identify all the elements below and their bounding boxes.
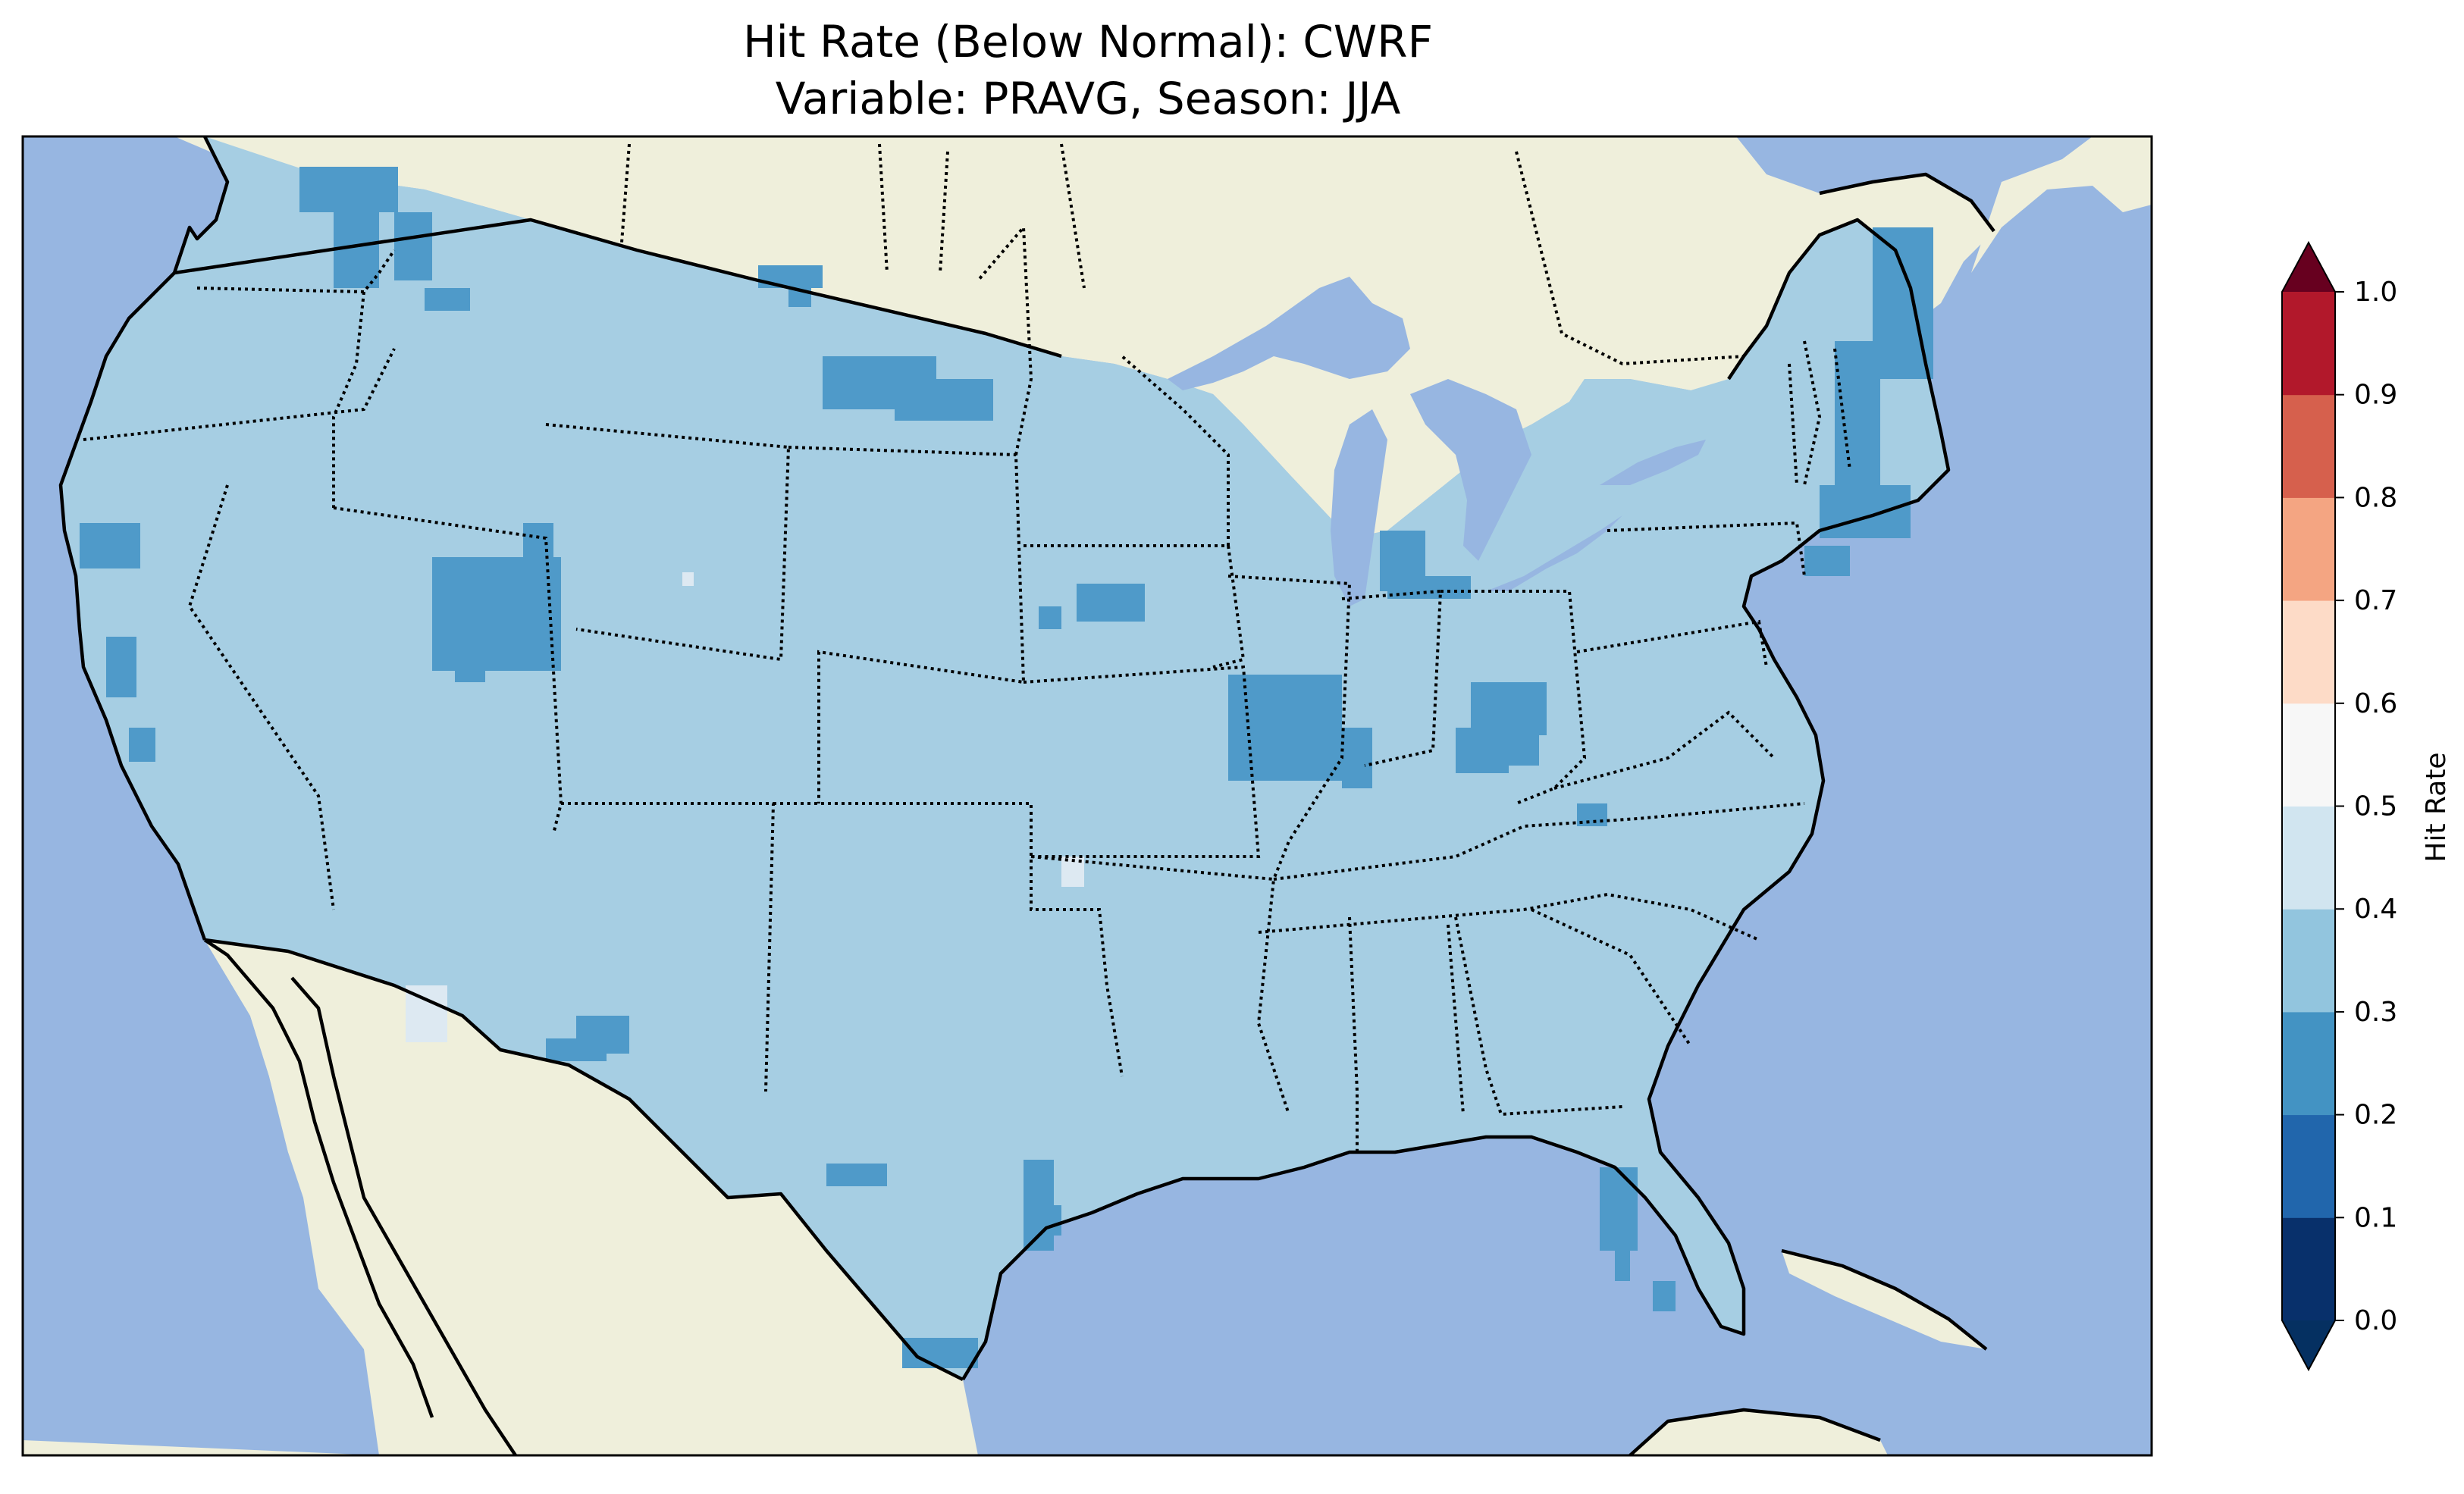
lake-superior: [1168, 277, 1410, 390]
lake-ontario: [1600, 440, 1706, 485]
colorbar-segment: [2282, 806, 2335, 910]
colorbar-over-triangle: [2282, 243, 2335, 292]
low-hit-rate-cell: [394, 212, 432, 280]
chart-title-line-1: Hit Rate (Below Normal): CWRF: [743, 16, 1433, 67]
low-hit-rate-cell: [1077, 584, 1145, 622]
colorbar-tick-label: 0.1: [2354, 1202, 2397, 1233]
map-panel[interactable]: [23, 136, 2152, 1455]
low-hit-rate-cell: [1835, 341, 1880, 493]
low-hit-rate-cell: [1046, 1205, 1061, 1236]
mexico-landmass: [23, 940, 978, 1455]
colorbar-segment: [2282, 497, 2335, 601]
cuba-landmass: [1782, 1251, 1986, 1349]
lake-huron: [1410, 379, 1531, 561]
colorbar-tick-label: 1.0: [2354, 277, 2397, 308]
colorbar-tick-label: 0.9: [2354, 380, 2397, 411]
low-hit-rate-cell: [826, 1164, 887, 1186]
map-frame: [21, 135, 2153, 1457]
conus-hit-rate-field[interactable]: [61, 136, 1948, 1380]
colorbar-tick-label: 0.3: [2354, 997, 2397, 1028]
low-hit-rate-cell: [1387, 576, 1471, 599]
lake-michigan: [1331, 409, 1387, 606]
low-hit-rate-cell: [1509, 735, 1539, 766]
colorbar-segment: [2282, 1114, 2335, 1218]
low-hit-rate-cell: [1820, 485, 1911, 538]
low-hit-rate-cell: [1456, 728, 1509, 773]
low-hit-rate-cell: [1039, 606, 1061, 629]
colorbar-tick-label: 0.6: [2354, 688, 2397, 719]
colorbar-tick-label: 0.0: [2354, 1305, 2397, 1336]
low-hit-rate-cell: [1600, 1167, 1638, 1251]
colorbar: 0.0 0.1 0.2 0.3 0.4 0.5 0.6 0.7 0.8 0.9 1.0 Hit Ra…: [2281, 240, 2452, 1372]
colorbar-segment: [2282, 292, 2335, 396]
colorbar-tick-label: 0.8: [2354, 482, 2397, 513]
low-hit-rate-cell: [106, 637, 136, 697]
colorbar-tick-label: 0.7: [2354, 585, 2397, 616]
low-hit-rate-cell: [1471, 682, 1547, 735]
canada-landmass: [174, 136, 1994, 538]
low-hit-rate-cell: [455, 659, 485, 682]
low-hit-rate-cell: [129, 728, 155, 762]
chart-title-line-2: Variable: PRAVG, Season: JJA: [776, 73, 1401, 124]
colorbar-segment: [2282, 703, 2335, 807]
low-hit-rate-cell: [80, 523, 140, 568]
low-hit-rate-cell: [1615, 1251, 1630, 1281]
colorbar-tick-label: 0.4: [2354, 894, 2397, 925]
low-hit-rate-cell: [546, 1038, 607, 1061]
low-hit-rate-cell: [1804, 546, 1850, 576]
colorbar-tick-label: 0.5: [2354, 791, 2397, 822]
high-hit-rate-cell: [682, 572, 694, 586]
colorbar-tick-label: 0.2: [2354, 1100, 2397, 1131]
colorbar-segment: [2282, 600, 2335, 704]
colorbar-segments: [2282, 292, 2335, 1321]
low-hit-rate-cell: [1342, 728, 1372, 788]
maritimes-landmass: [1971, 136, 2152, 273]
low-hit-rate-cell: [299, 167, 398, 212]
colorbar-ticks: 0.0 0.1 0.2 0.3 0.4 0.5 0.6 0.7 0.8 0.9 1.0: [2335, 277, 2397, 1336]
colorbar-under-triangle: [2282, 1320, 2335, 1370]
low-hit-rate-cell: [1653, 1281, 1676, 1311]
low-hit-rate-cell: [1228, 675, 1342, 781]
colorbar-segment: [2282, 909, 2335, 1013]
low-hit-rate-cell: [523, 523, 553, 637]
colorbar-segment: [2282, 394, 2335, 498]
colorbar-segment: [2282, 1217, 2335, 1321]
south-america-landmass: [1630, 1410, 1888, 1455]
low-hit-rate-cell: [425, 288, 470, 311]
colorbar-label: Hit Rate: [2421, 752, 2452, 862]
low-hit-rate-cell: [895, 379, 993, 421]
colorbar-segment: [2282, 1011, 2335, 1116]
state-borders: [83, 143, 1851, 1152]
coastlines: [58, 136, 1995, 1455]
low-hit-rate-cell: [334, 212, 379, 288]
